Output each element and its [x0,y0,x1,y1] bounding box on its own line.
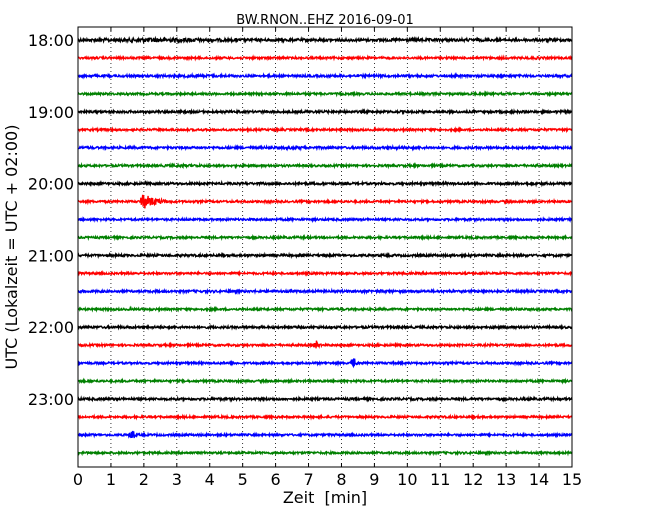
seismogram-trace [77,54,573,62]
x-tick-label: 11 [430,470,450,489]
seismogram-trace [77,395,573,403]
seismogram-trace [77,287,573,296]
y-tick-labels: 18:00 19:00 20:00 21:00 22:00 23:00 [28,31,74,409]
plot-frame [77,26,573,468]
y-tick-label: 18:00 [28,31,74,50]
x-tick-label: 2 [139,470,149,489]
seismogram-trace [77,107,573,116]
seismogram-trace [77,377,573,385]
seismogram-trace [77,194,573,209]
x-tick-label: 8 [336,470,346,489]
x-tick-label: 3 [172,470,182,489]
x-tick-label: 4 [205,470,215,489]
seismogram-trace [77,90,573,98]
seismogram-trace [77,449,573,457]
seismogram-trace [77,233,573,242]
x-tick-label: 14 [529,470,549,489]
chart-title: BW.RNON..EHZ 2016-09-01 [236,13,414,28]
x-tick-label: 10 [397,470,417,489]
x-tick-label: 5 [238,470,248,489]
x-tick-label: 7 [303,470,313,489]
y-tick-label: 20:00 [28,175,74,194]
y-tick-label: 21:00 [28,246,74,265]
x-tick-label: 13 [496,470,516,489]
x-tick-label: 0 [73,470,83,489]
y-tick-label: 23:00 [28,390,74,409]
x-tick-label: 6 [271,470,281,489]
seismogram-trace [77,126,573,134]
x-tick-labels: 0 1 2 3 4 5 6 7 8 9 10 11 12 13 14 15 [73,470,582,489]
y-axis-label: UTC (Lokalzeit = UTC + 02:00) [2,125,21,370]
x-tick-label: 1 [106,470,116,489]
x-tick-label: 15 [562,470,582,489]
grid-lines [110,27,540,467]
seismogram-trace [77,358,573,369]
seismogram-trace [77,143,573,152]
y-tick-label: 22:00 [28,318,74,337]
seismogram-trace [77,71,573,80]
seismogram-trace [77,340,573,349]
x-tick-label: 12 [463,470,483,489]
seismogram-trace [77,161,573,170]
seismogram-trace [77,35,573,45]
seismogram-trace [77,413,573,421]
seismogram-trace [77,251,573,260]
x-tick-label: 9 [369,470,379,489]
seismogram-trace [77,269,573,277]
seismogram-trace [77,305,573,313]
axis-ticks [77,27,573,467]
seismogram-trace [77,215,573,224]
x-axis-label: Zeit [min] [283,488,367,507]
seismogram-trace [77,323,573,331]
seismogram-trace [77,179,573,188]
y-tick-label: 19:00 [28,103,74,122]
trace-layer [77,35,573,457]
seismogram-trace [77,430,573,439]
